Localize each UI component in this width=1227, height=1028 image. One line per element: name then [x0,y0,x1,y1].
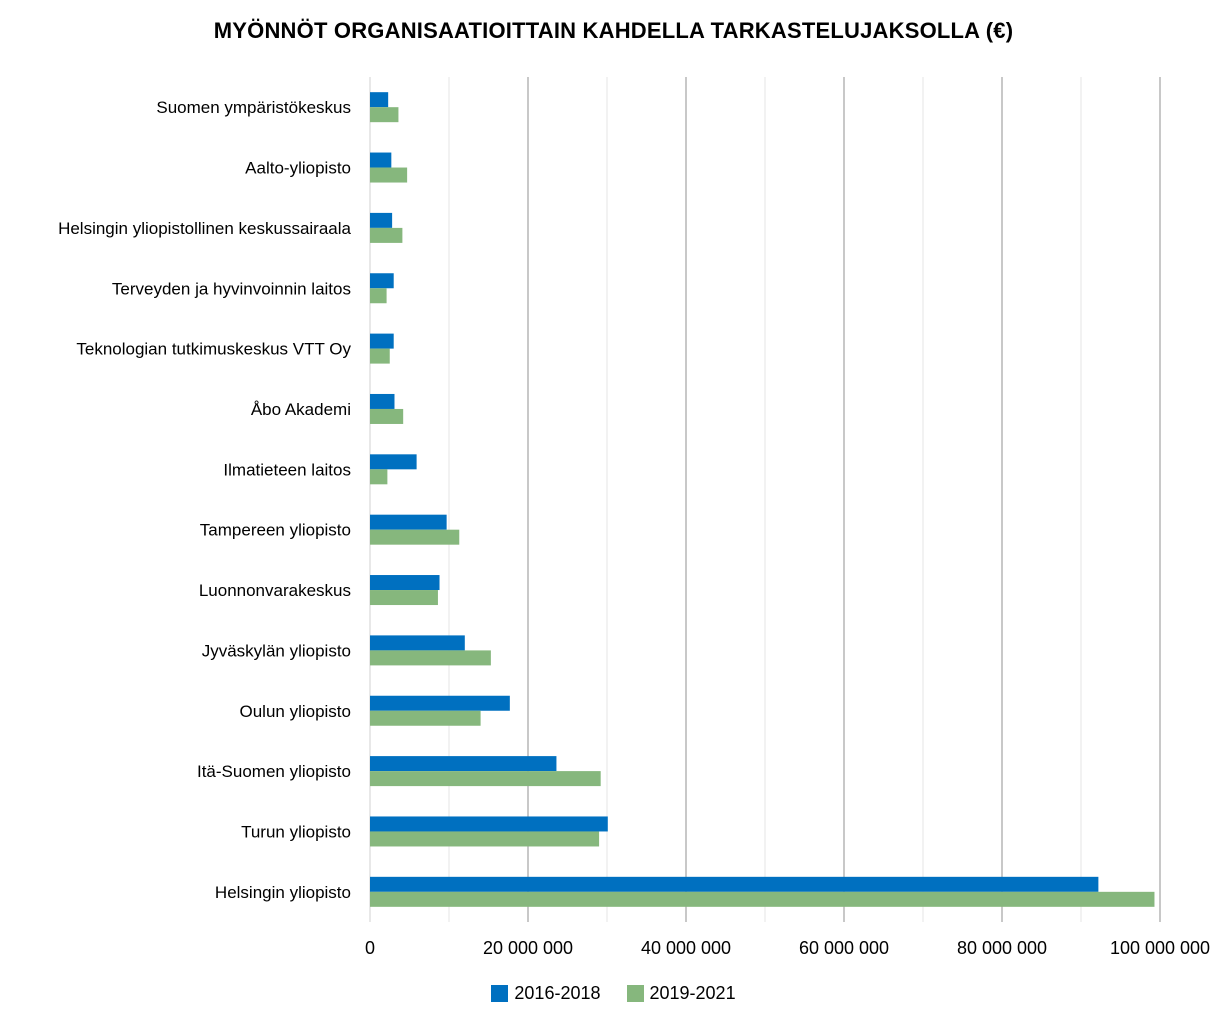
category-label: Jyväskylän yliopisto [202,641,351,660]
bar-series-1 [370,393,395,409]
bar-series-2 [370,891,1155,907]
category-label: Suomen ympäristökeskus [156,98,351,117]
gridlines [369,77,1161,922]
x-axis-tick-labels: 0 20 000 000 40 000 000 60 000 000 80 000 00… [365,938,1210,958]
bar-series-1 [370,695,510,711]
bar-series-1 [370,514,447,530]
bar-series-2 [370,590,438,606]
bar-series-2 [370,348,390,364]
category-label: Tampereen yliopisto [200,521,351,540]
bar-series-2 [370,710,481,726]
bar-series-1 [370,454,417,470]
bar-series-2 [370,771,601,787]
bar-series-2 [370,288,387,304]
category-label: Turun yliopisto [241,822,351,841]
x-tick-label: 40 000 000 [641,938,731,958]
x-tick-label: 0 [365,938,375,958]
x-tick-label: 20 000 000 [483,938,573,958]
legend-swatch-series-2 [626,985,644,1002]
category-label: Itä-Suomen yliopisto [197,762,351,781]
category-label: Luonnonvarakeskus [199,581,351,600]
bar-series-1 [370,212,393,228]
category-label: Helsingin yliopisto [215,883,351,902]
category-labels: Suomen ympäristökeskus Aalto-yliopisto Hel… [58,98,351,902]
bar-series-1 [370,333,394,349]
bar-series-1 [370,756,557,772]
bar-series-2 [370,227,403,243]
legend-swatch-series-1 [491,985,509,1002]
bar-series-1 [370,152,392,168]
bar-series-2 [370,650,491,666]
category-label: Oulun yliopisto [239,702,351,721]
legend-label-series-2: 2019-2021 [649,983,736,1003]
bar-series-2 [370,529,460,545]
x-tick-label: 80 000 000 [957,938,1047,958]
bar-series-2 [370,408,404,424]
bar-series-2 [370,469,388,485]
bar-series-2 [370,831,600,847]
category-label: Terveyden ja hyvinvoinnin laitos [112,279,351,298]
bar-series-2 [370,167,408,183]
category-label: Åbo Akademi [251,400,351,419]
x-tick-label: 60 000 000 [799,938,889,958]
bar-series-1 [370,92,389,108]
legend-item-series-2: 2019-2021 [626,983,736,1004]
category-label: Helsingin yliopistollinen keskussairaala [58,219,351,238]
category-label: Ilmatieteen laitos [223,460,351,479]
category-label: Aalto-yliopisto [245,159,351,178]
x-tick-label: 100 000 000 [1110,938,1210,958]
legend: 2016-2018 2019-2021 [0,983,1227,1004]
bar-series-1 [370,575,440,591]
bar-series-2 [370,107,399,123]
category-label: Teknologian tutkimuskeskus VTT Oy [76,340,351,359]
bars [370,92,1155,907]
bar-series-1 [370,876,1099,892]
bar-series-1 [370,816,608,832]
chart-title: MYÖNNÖT ORGANISAATIOITTAIN KAHDELLA TARK… [213,18,1014,43]
legend-item-series-1: 2016-2018 [491,983,601,1004]
legend-label-series-1: 2016-2018 [514,983,601,1003]
bar-series-1 [370,635,465,651]
bar-series-1 [370,273,394,289]
